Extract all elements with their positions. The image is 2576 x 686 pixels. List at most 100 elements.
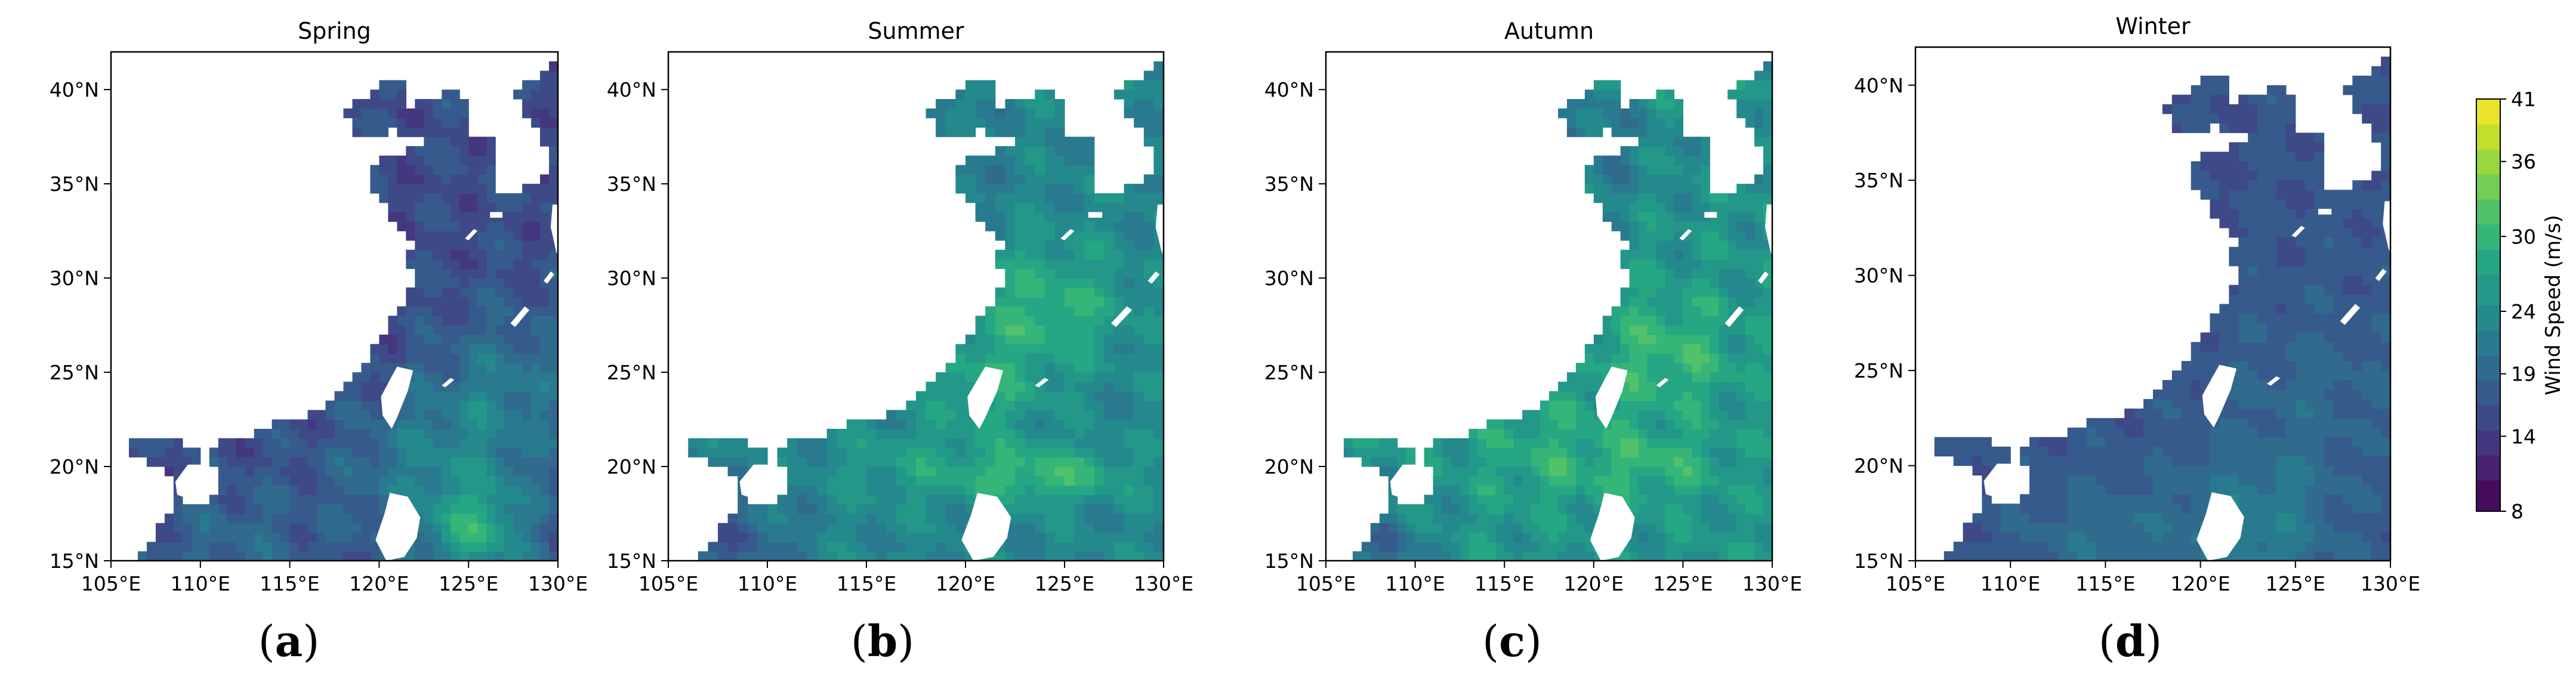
colorbar-segment	[2476, 224, 2500, 231]
y-tick-label: 15°N	[1854, 549, 1904, 573]
island-strip	[544, 271, 554, 284]
island-strip	[1679, 229, 1692, 240]
colorbar-segment	[2476, 474, 2500, 481]
island-strip	[1758, 271, 1769, 284]
island-strip	[2340, 304, 2361, 325]
y-tick-label: 40°N	[50, 78, 99, 101]
y-tick-label: 35°N	[1854, 169, 1904, 192]
colorbar-segment	[2476, 305, 2500, 312]
colorbar-segment	[2476, 161, 2500, 168]
x-tick-label: 120°E	[936, 572, 995, 595]
colorbar-segment	[2476, 111, 2500, 119]
x-tick-label: 120°E	[2170, 572, 2230, 595]
x-tick-label: 130°E	[1134, 572, 1193, 595]
colorbar-frame	[2476, 98, 2501, 512]
wind-speed-field	[688, 61, 1164, 561]
island-strip	[510, 306, 530, 327]
y-tick-label: 40°N	[607, 78, 656, 101]
colorbar-segment	[2476, 492, 2500, 499]
hainan-island	[1983, 463, 2029, 500]
colorbar-label: Wind Speed (m/s)	[2541, 215, 2565, 395]
colorbar-segment	[2476, 330, 2500, 337]
island-strip	[1060, 229, 1075, 240]
colorbar-segment	[2476, 255, 2500, 262]
y-tick-label: 35°N	[1264, 172, 1314, 196]
x-tick-label: 115°E	[837, 572, 896, 595]
island-strip	[1147, 271, 1160, 284]
jeju-island	[1704, 212, 1717, 218]
colorbar-segment	[2476, 461, 2500, 468]
colorbar-segment	[2476, 467, 2500, 474]
luzon-island	[1590, 493, 1635, 561]
colorbar-segment	[2476, 499, 2500, 506]
colorbar-segment	[2476, 230, 2500, 237]
panel-caption-a: (a)	[258, 616, 320, 666]
colorbar-segment	[2476, 336, 2500, 344]
colorbar-segment	[2476, 118, 2500, 125]
colorbar-segment	[2476, 168, 2500, 175]
colorbar-segment	[2476, 143, 2500, 150]
y-tick-label: 30°N	[1854, 264, 1904, 288]
panel-title: Autumn	[1504, 18, 1594, 44]
wind-speed-field	[129, 61, 559, 561]
colorbar-segment	[2476, 242, 2500, 250]
jeju-island	[1088, 212, 1103, 218]
y-tick-label: 35°N	[50, 172, 99, 196]
luzon-island	[2196, 492, 2244, 561]
y-tick-label: 20°N	[50, 455, 99, 478]
colorbar-segment	[2476, 180, 2500, 187]
y-tick-label: 40°N	[1854, 74, 1904, 97]
hainan-island	[1390, 464, 1433, 500]
luzon-island	[375, 493, 421, 561]
colorbar-segment	[2476, 99, 2500, 106]
map-frame	[1325, 51, 1773, 562]
map-frame	[1914, 46, 2392, 562]
x-tick-label: 105°E	[81, 572, 141, 595]
colorbar-segment	[2476, 130, 2500, 137]
colorbar-segment	[2476, 149, 2500, 156]
colorbar-segment	[2476, 393, 2500, 400]
panel-caption-c: (c)	[1482, 616, 1542, 666]
x-tick-label: 105°E	[638, 572, 698, 595]
kyushu-island	[2383, 201, 2390, 253]
x-tick-label: 125°E	[1653, 572, 1713, 595]
hainan-island	[739, 464, 788, 500]
kyushu-island	[1155, 204, 1164, 256]
colorbar-segment	[2476, 217, 2500, 225]
map-panel-autumn: Autumn 105°E 110°E 115°E 120°E 125°E 130°E 15°N…	[1264, 18, 1802, 595]
y-tick-label: 20°N	[607, 455, 656, 478]
colorbar-segment	[2476, 367, 2500, 375]
x-tick-label: 110°E	[738, 572, 797, 595]
map-frame	[110, 51, 559, 562]
colorbar-segment	[2476, 436, 2500, 443]
colorbar-tick-label: 14	[2511, 425, 2536, 448]
taiwan-island	[381, 366, 414, 429]
colorbar-segment	[2476, 105, 2500, 112]
colorbar-segment	[2476, 348, 2500, 356]
colorbar-segment	[2476, 280, 2500, 287]
jeju-island	[490, 212, 503, 218]
y-tick-label: 15°N	[50, 549, 99, 573]
y-tick-label: 15°N	[607, 549, 656, 573]
colorbar-tick-label: 24	[2511, 300, 2536, 323]
colorbar-segment	[2476, 261, 2500, 268]
map-panel-winter: Winter 105°E 110°E 115°E 120°E 125°E 130°E 15°N…	[1854, 13, 2420, 595]
colorbar-tick-label: 36	[2511, 150, 2536, 174]
island-strip	[1656, 378, 1669, 388]
colorbar-segment	[2476, 480, 2500, 487]
island-strip	[1724, 306, 1744, 327]
colorbar-segment	[2476, 380, 2500, 387]
y-tick-label: 40°N	[1264, 78, 1314, 101]
colorbar-segment	[2476, 292, 2500, 299]
luzon-island	[961, 493, 1011, 561]
colorbar-segment	[2476, 373, 2500, 381]
colorbar-tick-label: 41	[2511, 88, 2536, 111]
colorbar-segment	[2476, 424, 2500, 431]
x-tick-label: 130°E	[1742, 572, 1802, 595]
panel-title: Summer	[868, 18, 964, 44]
y-tick-label: 25°N	[607, 361, 656, 384]
colorbar-segment	[2476, 411, 2500, 418]
colorbar-segment	[2476, 342, 2500, 350]
colorbar-segment	[2476, 505, 2500, 512]
